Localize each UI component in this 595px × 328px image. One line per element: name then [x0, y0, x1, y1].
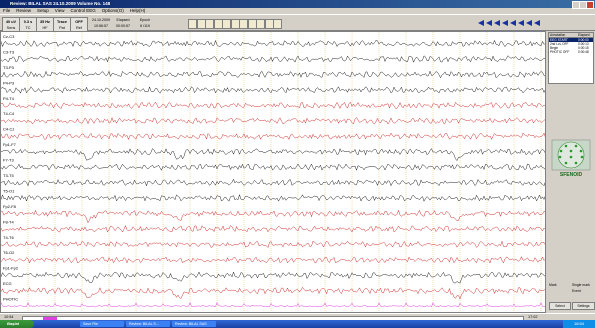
setting-label: HF [37, 25, 53, 31]
nav-button[interactable] [518, 20, 524, 26]
nav-button[interactable] [502, 20, 508, 26]
channel-label: T5-O1 [3, 188, 15, 193]
channel-label: Cz-C3 [3, 34, 15, 39]
eeg-trace [1, 149, 546, 161]
header-cell: Elapsed [578, 33, 593, 37]
event-option[interactable]: Event [572, 289, 581, 293]
select-button[interactable]: Select [549, 302, 571, 310]
eeg-trace [1, 133, 546, 140]
nav-button[interactable] [494, 20, 500, 26]
info-value: 10:56:57 [90, 23, 112, 29]
status-bar: 10:54 17:02 [0, 313, 595, 320]
channel-label: P4-T4 [3, 96, 15, 101]
eeg-trace [1, 164, 546, 170]
annotation-cell: 0:00:48 [578, 50, 593, 54]
channel-label: C4-Cz [3, 127, 14, 132]
start-button[interactable]: Başlat [0, 320, 34, 328]
toolbar: 40 uVSens0.3 sTC35 HzHFTracePatOFFRef24.… [0, 14, 595, 31]
channel-label: T4-T6 [3, 235, 14, 240]
channel-label: F7-T3 [3, 158, 14, 163]
eeg-trace [1, 40, 546, 46]
eeg-trace [1, 195, 546, 202]
task-button[interactable]: Save File [80, 321, 124, 327]
channel-label: Fp2-F8 [3, 204, 17, 209]
nav-button[interactable] [478, 20, 484, 26]
channel-label: T6-O2 [3, 250, 15, 255]
nav-button[interactable] [486, 20, 492, 26]
eeg-trace [1, 226, 546, 233]
head-map: SFENOID [551, 139, 591, 181]
setting-label: Pat [54, 25, 70, 31]
eeg-trace [1, 87, 546, 94]
nav-button[interactable] [510, 20, 516, 26]
mark-label: Mark [549, 283, 557, 287]
eeg-trace [1, 118, 546, 124]
settings-button[interactable]: Settings [572, 302, 595, 310]
eeg-trace [1, 302, 546, 307]
channel-label: T3-T5 [3, 173, 14, 178]
eeg-trace [1, 272, 546, 283]
montage-name: SFENOID [560, 172, 583, 178]
title-bar: Review: BILAL SAS 24.10.2009 Volume No. … [0, 0, 595, 8]
task-button[interactable]: Review: BILAL SAS [172, 321, 216, 327]
setting-label: TC [20, 25, 36, 31]
setting-label: Sens [3, 25, 19, 31]
eeg-trace [1, 102, 546, 108]
eeg-trace [1, 257, 546, 263]
eeg-trace [1, 56, 546, 63]
channel-label: ECG [3, 281, 12, 286]
channel-label: PHOTIC [3, 297, 18, 302]
channel-label: F8-T4 [3, 219, 14, 224]
info-value: 6 /119 [134, 23, 156, 29]
eeg-trace [1, 287, 546, 299]
header-cell: Annotation [549, 33, 578, 37]
channel-label: P4-P3 [3, 80, 15, 85]
channel-label: C3-T3 [3, 49, 15, 54]
mark-controls: Mark Single mark Event Select Settings [548, 281, 594, 311]
window-title: Review: BILAL SAS 24.10.2009 Volume No. … [10, 1, 110, 6]
app-window: { "title_bar": {"title": "Review: BILAL … [0, 0, 595, 328]
task-button[interactable]: Review: BILAL S... [126, 321, 170, 327]
info-value: 00:00:57 [112, 23, 134, 29]
single-mark-option[interactable]: Single mark [572, 283, 590, 287]
eeg-trace [1, 241, 546, 247]
channel-label: T4-C4 [3, 111, 15, 116]
channel-label: Fp1-F7 [3, 142, 17, 147]
eeg-trace [1, 210, 546, 222]
clock: 16:54 [563, 320, 595, 328]
eeg-trace [1, 71, 546, 78]
nav-button[interactable] [526, 20, 532, 26]
nav-button[interactable] [534, 20, 540, 26]
channel-label: T3-P3 [3, 65, 15, 70]
tool-icon[interactable] [273, 19, 282, 29]
channel-label: Fp1-Fp2 [3, 266, 19, 271]
setting-label: Ref [71, 25, 87, 31]
annotation-cell: PHOTIC OFF [549, 50, 578, 54]
eeg-display: Cz-C3 C3-T3 T3-P3 P4-P3 P4-T4 T4-C4 C4-Cz Fp1-F… [0, 31, 546, 313]
eeg-trace [1, 179, 546, 186]
